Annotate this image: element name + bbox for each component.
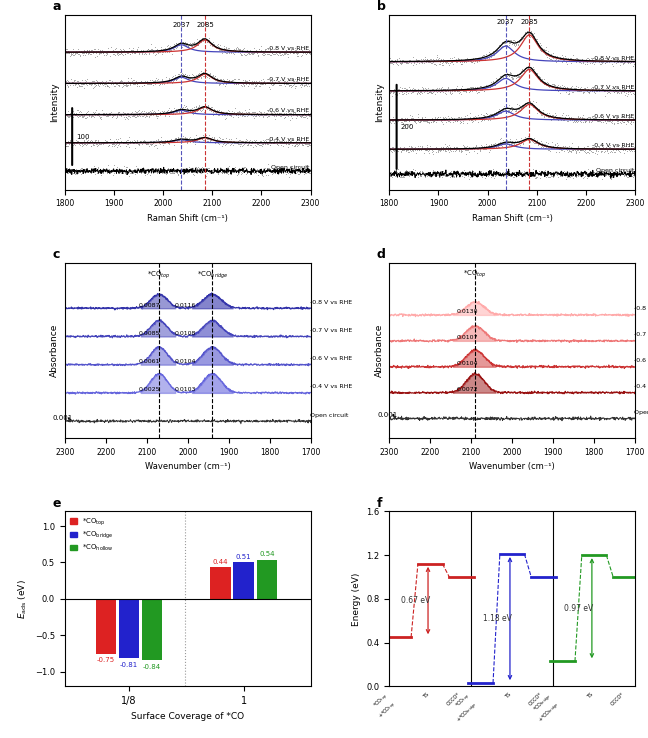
Text: TS: TS [586, 692, 594, 700]
Text: -0.4 V vs RHE: -0.4 V vs RHE [634, 384, 648, 389]
Text: 1.18 eV: 1.18 eV [483, 614, 511, 623]
Text: Open circuit: Open circuit [596, 168, 634, 173]
Bar [95, 599, 116, 654]
Text: 100: 100 [76, 134, 89, 139]
Text: -0.8 V vs RHE: -0.8 V vs RHE [592, 55, 634, 61]
X-axis label: Raman Shift (cm⁻¹): Raman Shift (cm⁻¹) [472, 214, 553, 223]
Text: -0.8 V vs RHE: -0.8 V vs RHE [310, 300, 352, 305]
Text: -0.4 V vs RHE: -0.4 V vs RHE [592, 143, 634, 148]
Text: *CO$_{top}$: *CO$_{top}$ [463, 269, 487, 280]
Text: *CO$_{top}$
+*CO$_{bridge}$: *CO$_{top}$ +*CO$_{bridge}$ [446, 692, 481, 726]
Text: -0.7 V vs RHE: -0.7 V vs RHE [634, 332, 648, 337]
Text: 0.97 eV: 0.97 eV [564, 604, 594, 613]
Text: -0.4 V vs RHE: -0.4 V vs RHE [310, 384, 352, 390]
Text: 0.001: 0.001 [52, 415, 73, 421]
Text: f: f [377, 497, 382, 510]
Text: 0.001: 0.001 [377, 413, 397, 418]
Text: 2037: 2037 [497, 18, 515, 25]
Bar [233, 562, 254, 599]
Text: *CO$_{bridge}$: *CO$_{bridge}$ [196, 270, 228, 281]
Text: -0.6 V vs RHE: -0.6 V vs RHE [310, 356, 352, 362]
Legend: *CO$_{\mathrm{top}}$, *CO$_{\mathrm{bridge}}$, *CO$_{\mathrm{hollow}}$: *CO$_{\mathrm{top}}$, *CO$_{\mathrm{brid… [68, 515, 115, 554]
Text: e: e [52, 497, 61, 510]
Text: 0.0072: 0.0072 [457, 387, 478, 392]
Text: 0.0103: 0.0103 [174, 387, 196, 392]
Text: a: a [52, 0, 61, 13]
X-axis label: Wavenumber (cm⁻¹): Wavenumber (cm⁻¹) [469, 462, 555, 472]
Y-axis label: Absorbance: Absorbance [51, 324, 59, 377]
Text: Open circuit: Open circuit [272, 165, 310, 170]
Bar [142, 599, 163, 660]
Text: 0.0087: 0.0087 [139, 303, 160, 308]
Text: 0.0116: 0.0116 [174, 303, 196, 308]
Text: d: d [377, 249, 386, 261]
Text: 2085: 2085 [520, 18, 538, 25]
Y-axis label: Energy (eV): Energy (eV) [352, 572, 361, 626]
Text: 0.0061: 0.0061 [139, 359, 160, 364]
Text: OCCO*: OCCO* [446, 692, 461, 707]
Text: c: c [52, 249, 60, 261]
Text: 0.0104: 0.0104 [174, 359, 196, 364]
Y-axis label: Absorbance: Absorbance [375, 324, 384, 377]
Text: TS: TS [504, 692, 512, 700]
Text: 0.67 eV: 0.67 eV [400, 596, 430, 605]
Text: *CO$_{top}$
+*CO$_{top}$: *CO$_{top}$ +*CO$_{top}$ [369, 692, 399, 722]
Text: -0.81: -0.81 [120, 661, 138, 668]
Text: -0.6 V vs RHE: -0.6 V vs RHE [268, 108, 310, 114]
Y-axis label: $E_{\mathrm{ads}}$ (eV): $E_{\mathrm{ads}}$ (eV) [17, 579, 29, 619]
Text: Open circuit: Open circuit [310, 413, 348, 418]
Text: 0.0104: 0.0104 [457, 361, 478, 366]
Text: -0.75: -0.75 [97, 658, 115, 663]
Text: 200: 200 [400, 124, 414, 130]
Text: -0.6 V vs RHE: -0.6 V vs RHE [634, 358, 648, 363]
Text: 0.0085: 0.0085 [139, 331, 160, 336]
X-axis label: Surface Coverage of *CO: Surface Coverage of *CO [131, 711, 244, 720]
Text: -0.8 V vs RHE: -0.8 V vs RHE [268, 46, 310, 51]
Text: 0.51: 0.51 [236, 554, 251, 559]
Text: -0.7 V vs RHE: -0.7 V vs RHE [268, 77, 310, 82]
Text: 2085: 2085 [196, 22, 214, 28]
Text: OCCO*: OCCO* [528, 692, 544, 707]
Text: -0.84: -0.84 [143, 663, 161, 670]
X-axis label: Wavenumber (cm⁻¹): Wavenumber (cm⁻¹) [145, 462, 231, 472]
Text: -0.4 V vs RHE: -0.4 V vs RHE [268, 137, 310, 142]
Text: OCCO*: OCCO* [610, 692, 625, 707]
Bar [210, 567, 231, 599]
Text: -0.6 V vs RHE: -0.6 V vs RHE [592, 114, 634, 119]
Text: b: b [377, 0, 386, 13]
Text: Open circuit: Open circuit [634, 410, 648, 415]
Text: -0.8 V vs RHE: -0.8 V vs RHE [634, 306, 648, 311]
Bar [257, 559, 277, 599]
Text: 0.54: 0.54 [259, 551, 275, 557]
Bar [119, 599, 139, 658]
Text: -0.7 V vs RHE: -0.7 V vs RHE [310, 328, 352, 333]
Text: 0.0130: 0.0130 [457, 309, 478, 314]
Text: 2037: 2037 [172, 22, 191, 28]
Y-axis label: Intensity: Intensity [375, 83, 384, 122]
Y-axis label: Intensity: Intensity [51, 83, 59, 122]
Text: *CO$_{bridge}$
+*CO$_{bridge}$: *CO$_{bridge}$ +*CO$_{bridge}$ [529, 692, 562, 726]
Text: 0.0107: 0.0107 [457, 335, 478, 340]
Text: 0.0025: 0.0025 [139, 387, 160, 392]
Text: TS: TS [422, 692, 430, 700]
X-axis label: Raman Shift (cm⁻¹): Raman Shift (cm⁻¹) [147, 214, 228, 223]
Text: -0.7 V vs RHE: -0.7 V vs RHE [592, 85, 634, 89]
Text: 0.44: 0.44 [213, 559, 228, 565]
Text: 0.0108: 0.0108 [174, 331, 196, 336]
Text: *CO$_{top}$: *CO$_{top}$ [147, 270, 171, 281]
